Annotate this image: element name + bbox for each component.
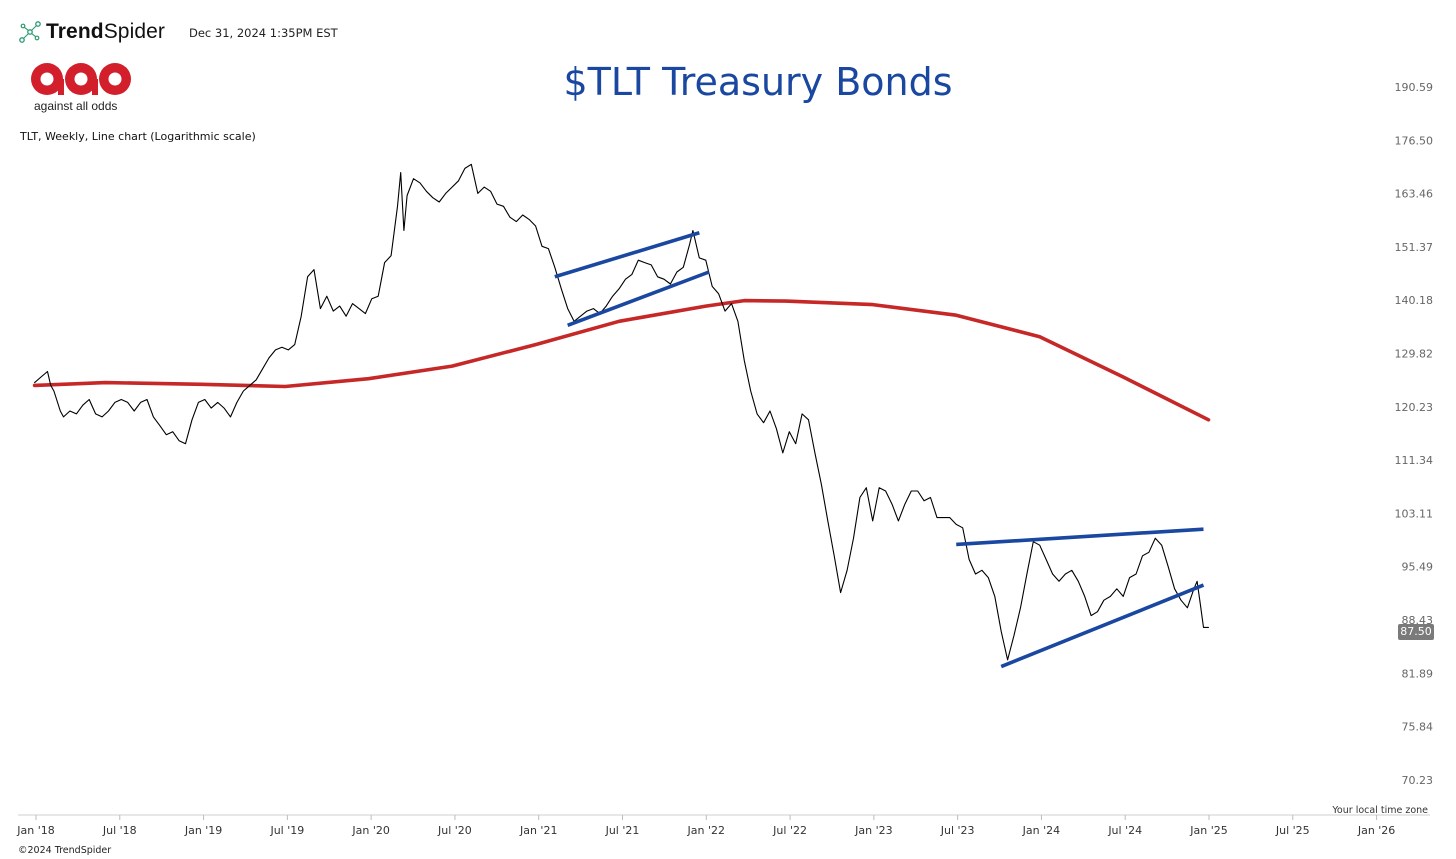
x-tick-label-4: Jan '20 bbox=[351, 824, 389, 837]
x-tick-label-16: Jan '26 bbox=[1357, 824, 1395, 837]
x-tick-label-8: Jan '22 bbox=[687, 824, 725, 837]
x-tick-label-3: Jul '19 bbox=[269, 824, 304, 837]
y-tick-label-2: 163.46 bbox=[1395, 188, 1434, 201]
y-tick-label-11: 81.89 bbox=[1402, 667, 1434, 680]
x-tick-label-7: Jul '21 bbox=[605, 824, 640, 837]
brand-name: TrendSpider bbox=[46, 20, 165, 43]
x-tick-label-13: Jul '24 bbox=[1107, 824, 1142, 837]
y-axis: 190.59 176.50 163.46 151.37 140.18 129.82 120.… bbox=[1395, 81, 1434, 787]
trendline-0 bbox=[554, 231, 700, 279]
chart-title: $TLT Treasury Bonds bbox=[563, 60, 953, 104]
y-tick-label-9: 95.49 bbox=[1402, 561, 1434, 574]
y-tick-label-13: 70.23 bbox=[1402, 774, 1434, 787]
trendline-2 bbox=[956, 527, 1204, 547]
y-tick-label-7: 111.34 bbox=[1395, 454, 1434, 467]
x-tick-label-0: Jan '18 bbox=[16, 824, 54, 837]
timezone-note: Your local time zone bbox=[1332, 805, 1428, 816]
x-tick-label-2: Jan '19 bbox=[184, 824, 222, 837]
y-tick-label-12: 75.84 bbox=[1402, 721, 1434, 734]
x-tick-label-14: Jan '25 bbox=[1189, 824, 1227, 837]
y-tick-label-3: 151.37 bbox=[1395, 241, 1434, 254]
chart-timestamp: Dec 31, 2024 1:35PM EST bbox=[189, 26, 338, 40]
y-tick-label-8: 103.11 bbox=[1395, 507, 1434, 520]
x-tick-label-5: Jul '20 bbox=[437, 824, 472, 837]
x-tick-label-11: Jul '23 bbox=[940, 824, 975, 837]
y-tick-label-0: 190.59 bbox=[1395, 81, 1434, 94]
last-price-tag: 87.50 bbox=[1398, 624, 1434, 640]
y-tick-label-10: 88.43 bbox=[1402, 614, 1434, 627]
x-tick-label-12: Jan '24 bbox=[1022, 824, 1060, 837]
trendline-1 bbox=[567, 270, 710, 328]
x-axis: Jan '18 Jul '18 Jan '19 Jul '19 Jan '20 Jul '… bbox=[16, 815, 1395, 837]
tlt-price-line bbox=[32, 298, 1211, 422]
y-tick-label-6: 120.23 bbox=[1395, 401, 1434, 414]
y-tick-label-5: 129.82 bbox=[1395, 348, 1434, 361]
x-tick-label-15: Jul '25 bbox=[1275, 824, 1310, 837]
logo-text: against all odds bbox=[34, 99, 118, 113]
aao-logo bbox=[31, 63, 131, 95]
plot-area bbox=[32, 163, 1211, 669]
trendspider-logo-icon bbox=[19, 21, 41, 43]
moving-average-line bbox=[34, 163, 1210, 661]
copyright: ©2024 TrendSpider bbox=[18, 845, 112, 856]
y-tick-label-4: 140.18 bbox=[1395, 294, 1434, 307]
chart-subtitle: TLT, Weekly, Line chart (Logarithmic sca… bbox=[20, 130, 256, 143]
trendspider-brand: TrendSpider bbox=[18, 20, 165, 44]
x-tick-label-6: Jan '21 bbox=[519, 824, 557, 837]
trendline-3 bbox=[1000, 583, 1205, 669]
x-tick-label-1: Jul '18 bbox=[102, 824, 137, 837]
y-tick-label-1: 176.50 bbox=[1395, 134, 1434, 147]
x-tick-label-9: Jul '22 bbox=[772, 824, 807, 837]
x-tick-label-10: Jan '23 bbox=[854, 824, 892, 837]
